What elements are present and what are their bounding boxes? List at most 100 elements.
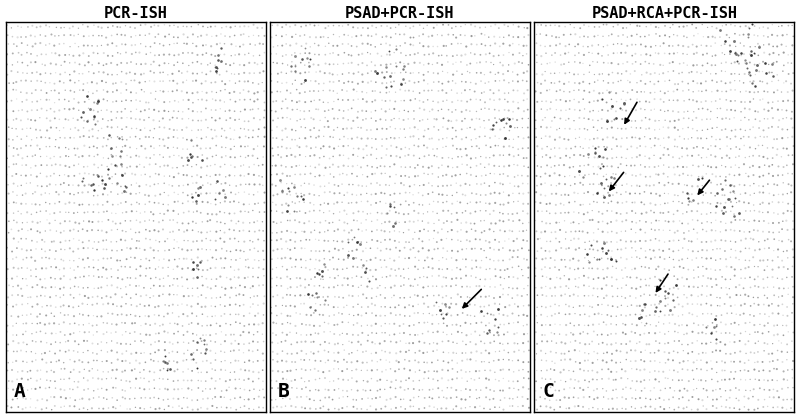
Point	[21, 42, 34, 48]
Point	[294, 90, 306, 97]
Point	[191, 70, 204, 77]
Point	[408, 124, 421, 130]
Point	[323, 87, 336, 94]
Point	[630, 31, 643, 38]
Point	[708, 323, 721, 330]
Point	[639, 219, 652, 225]
Point	[404, 397, 417, 404]
Point	[347, 396, 360, 403]
Point	[82, 329, 95, 335]
Point	[734, 292, 747, 298]
Point	[26, 136, 38, 143]
Point	[11, 23, 24, 30]
Point	[567, 163, 580, 170]
Point	[134, 369, 146, 376]
Point	[171, 135, 184, 141]
Point	[58, 273, 70, 279]
Point	[90, 357, 103, 364]
Point	[201, 163, 214, 170]
Point	[234, 320, 246, 326]
Point	[705, 255, 718, 262]
Point	[43, 23, 56, 30]
Point	[328, 387, 341, 393]
Point	[147, 357, 160, 364]
Point	[238, 126, 250, 133]
Point	[512, 183, 525, 190]
Point	[11, 292, 24, 298]
Point	[87, 113, 100, 120]
Point	[725, 246, 738, 252]
Point	[72, 182, 85, 189]
Point	[248, 219, 261, 226]
Point	[782, 285, 794, 291]
Point	[715, 162, 728, 169]
Point	[139, 235, 152, 242]
Point	[715, 186, 728, 192]
Point	[91, 118, 104, 125]
Point	[600, 249, 613, 256]
Point	[97, 265, 110, 271]
Point	[196, 282, 209, 289]
Point	[351, 153, 364, 160]
Point	[612, 33, 625, 39]
Point	[438, 394, 450, 400]
Point	[350, 33, 362, 39]
Point	[587, 124, 600, 130]
Point	[78, 143, 90, 149]
Point	[227, 60, 240, 67]
Point	[534, 347, 547, 354]
Point	[118, 183, 131, 189]
Point	[700, 211, 713, 217]
Point	[650, 217, 662, 224]
Point	[238, 106, 251, 113]
Point	[704, 209, 717, 216]
Point	[678, 385, 691, 392]
Point	[229, 80, 242, 87]
Point	[701, 126, 714, 133]
Point	[747, 78, 760, 84]
Point	[336, 87, 349, 93]
Point	[418, 133, 430, 140]
Point	[602, 79, 614, 86]
Point	[356, 60, 369, 66]
Point	[511, 162, 524, 168]
Point	[513, 228, 526, 234]
Point	[654, 61, 666, 68]
Point	[626, 87, 638, 93]
Point	[710, 209, 722, 216]
Point	[309, 78, 322, 84]
Point	[413, 367, 426, 374]
Point	[692, 264, 705, 270]
Point	[595, 331, 608, 338]
Point	[402, 116, 414, 122]
Point	[650, 31, 662, 37]
Point	[370, 155, 383, 162]
Point	[573, 99, 586, 105]
Point	[172, 313, 185, 320]
Point	[305, 303, 318, 310]
Point	[691, 80, 704, 87]
Point	[244, 107, 257, 113]
Point	[238, 275, 251, 281]
Point	[544, 238, 557, 245]
Point	[181, 313, 194, 319]
Point	[643, 116, 656, 123]
Point	[35, 255, 48, 261]
Point	[214, 323, 226, 329]
Point	[766, 340, 779, 347]
Point	[106, 367, 119, 373]
Point	[45, 124, 58, 131]
Point	[24, 367, 37, 374]
Point	[668, 117, 681, 124]
Point	[228, 108, 241, 115]
Point	[645, 144, 658, 151]
Point	[186, 127, 198, 134]
Point	[318, 339, 331, 345]
Point	[606, 134, 619, 141]
Point	[62, 347, 75, 354]
Point	[686, 41, 699, 48]
Point	[474, 207, 486, 214]
Point	[352, 182, 365, 189]
Point	[562, 367, 575, 374]
Point	[274, 236, 287, 242]
